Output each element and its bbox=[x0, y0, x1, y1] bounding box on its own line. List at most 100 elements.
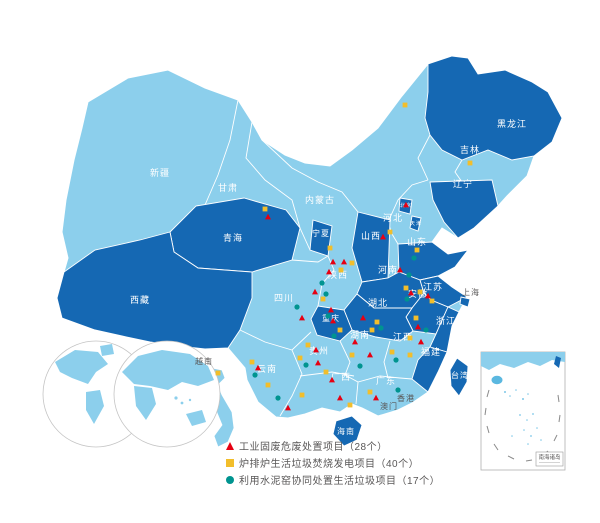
project-marker bbox=[369, 327, 375, 333]
province-taiwan bbox=[449, 357, 469, 397]
project-marker bbox=[347, 402, 353, 408]
project-marker bbox=[408, 289, 414, 296]
west-continents bbox=[55, 344, 114, 424]
project-marker bbox=[425, 292, 431, 299]
province-label: 上海 bbox=[462, 287, 480, 297]
project-marker bbox=[360, 314, 366, 321]
project-marker bbox=[341, 258, 347, 265]
legend-label: 利用水泥窑协同处置生活垃圾项目（17个） bbox=[239, 476, 441, 487]
province-label: 天津 bbox=[410, 220, 422, 227]
province-tianjin bbox=[409, 215, 422, 232]
sea-inset-islands bbox=[504, 389, 542, 445]
project-marker bbox=[389, 349, 395, 355]
project-marker bbox=[393, 357, 399, 363]
province-label: 安徽 bbox=[408, 288, 428, 299]
province-label: 贵州 bbox=[309, 345, 329, 356]
project-marker bbox=[331, 333, 337, 339]
project-marker bbox=[402, 102, 408, 108]
province-label: 四川 bbox=[274, 293, 294, 303]
project-marker bbox=[299, 392, 305, 398]
province-label: 广东 bbox=[376, 375, 396, 386]
project-marker bbox=[413, 315, 419, 321]
province-label: 广西 bbox=[331, 371, 351, 382]
south-china-sea-inset: 南海诸岛 bbox=[480, 351, 566, 471]
project-marker bbox=[407, 335, 413, 341]
east-continents bbox=[122, 350, 214, 426]
project-marker bbox=[407, 352, 413, 358]
province-label: 湖南 bbox=[350, 329, 370, 340]
project-marker bbox=[380, 233, 386, 240]
province-label: 河南 bbox=[378, 264, 398, 275]
project-marker bbox=[338, 267, 344, 273]
province-heilongjiang bbox=[424, 55, 563, 161]
yellow-square-icon bbox=[226, 458, 234, 467]
province-label: 江苏 bbox=[423, 281, 443, 292]
project-marker bbox=[337, 327, 343, 333]
project-marker bbox=[326, 268, 332, 275]
red-triangle-icon bbox=[226, 441, 234, 450]
province-label: 山东 bbox=[407, 236, 427, 247]
province-label: 河北 bbox=[383, 212, 403, 223]
project-marker bbox=[312, 288, 318, 295]
project-marker bbox=[387, 229, 393, 235]
province-label: 越南 bbox=[195, 356, 213, 366]
project-marker bbox=[330, 317, 336, 324]
province-label: 江西 bbox=[393, 332, 413, 342]
province-hainan bbox=[332, 415, 363, 447]
province-label: 新疆 bbox=[150, 167, 170, 178]
project-marker bbox=[411, 255, 417, 261]
project-marker bbox=[403, 285, 409, 291]
legend-item-cement-kiln: 利用水泥窑协同处置生活垃圾项目（17个） bbox=[226, 471, 440, 488]
project-marker bbox=[255, 364, 261, 371]
project-marker bbox=[262, 206, 268, 212]
province-label: 辽宁 bbox=[453, 178, 473, 189]
project-marker bbox=[352, 338, 358, 345]
province-label: 山西 bbox=[361, 231, 381, 241]
province-fujian bbox=[411, 346, 448, 393]
project-marker bbox=[395, 387, 401, 393]
province-label: 云南 bbox=[257, 363, 277, 374]
project-marker bbox=[373, 394, 379, 401]
project-marker bbox=[265, 382, 271, 388]
province-label: 台湾 bbox=[451, 370, 469, 380]
project-marker bbox=[337, 394, 343, 401]
project-marker bbox=[327, 245, 333, 251]
project-marker bbox=[404, 296, 410, 302]
project-marker bbox=[357, 363, 363, 369]
project-marker bbox=[423, 327, 429, 333]
province-label: 甘肃 bbox=[218, 182, 238, 193]
project-marker bbox=[406, 272, 412, 278]
province-label: 宁夏 bbox=[312, 228, 330, 238]
sea-inset-coast bbox=[481, 352, 565, 370]
project-marker bbox=[367, 351, 373, 358]
project-marker bbox=[299, 314, 305, 321]
province-label: 西藏 bbox=[130, 294, 150, 305]
project-marker bbox=[305, 342, 311, 348]
project-marker bbox=[294, 304, 300, 310]
teal-circle-icon bbox=[226, 475, 234, 484]
province-shanghai bbox=[459, 296, 471, 308]
project-marker bbox=[417, 289, 423, 295]
project-marker bbox=[329, 376, 335, 383]
project-marker bbox=[418, 338, 424, 345]
legend-label: 工业固废危废处置项目（28个） bbox=[239, 442, 388, 453]
project-marker bbox=[215, 370, 221, 376]
project-marker bbox=[467, 160, 473, 166]
project-marker bbox=[323, 291, 329, 297]
province-label: 内蒙古 bbox=[305, 194, 335, 205]
project-marker bbox=[303, 362, 309, 368]
province-borders bbox=[195, 99, 463, 417]
province-label: 吉林 bbox=[460, 144, 480, 155]
project-marker bbox=[320, 296, 326, 302]
legend-item-hazardous-waste: 工业固废危废处置项目（28个） bbox=[226, 437, 440, 454]
project-marker bbox=[323, 369, 329, 375]
province-label: 陕西 bbox=[328, 269, 348, 280]
province-label: 香港 bbox=[397, 393, 415, 403]
province-label: 湖北 bbox=[368, 298, 388, 308]
province-liaoning bbox=[429, 179, 499, 239]
legend-item-waste-to-energy: 炉排炉生活垃圾焚烧发电项目（40个） bbox=[226, 454, 440, 471]
province-label: 海南 bbox=[337, 426, 355, 436]
sea-inset-title: 南海诸岛 bbox=[538, 453, 561, 461]
province-label: 青海 bbox=[223, 232, 243, 243]
